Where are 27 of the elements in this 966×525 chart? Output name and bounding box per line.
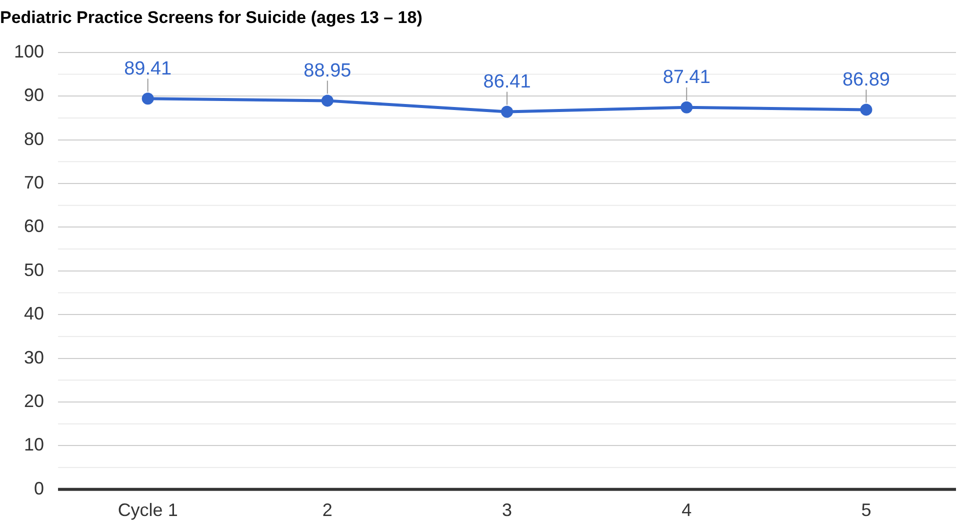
y-tick-label: 90 — [24, 85, 44, 106]
x-tick-label: 2 — [322, 500, 332, 520]
data-label: 86.89 — [842, 69, 890, 90]
point — [680, 101, 693, 114]
x-tick-label: Cycle 1 — [118, 500, 178, 520]
data-label: 86.41 — [483, 72, 531, 93]
y-tick-label: 60 — [24, 216, 44, 236]
x-tick-label: 3 — [502, 500, 512, 520]
y-tick-label: 10 — [24, 434, 44, 455]
data-label: 87.41 — [662, 67, 710, 88]
y-tick-label: 70 — [24, 172, 44, 192]
y-tick-label: 0 — [34, 478, 44, 498]
y-tick-label: 30 — [24, 347, 44, 368]
point — [142, 92, 154, 105]
y-tick-label: 20 — [24, 390, 44, 411]
x-tick-label: 4 — [682, 500, 692, 520]
y-tick-label: 80 — [24, 128, 44, 149]
data-label: 89.41 — [124, 58, 172, 80]
y-tick-label: 40 — [24, 304, 44, 324]
point — [501, 106, 514, 118]
data-label: 88.95 — [304, 60, 352, 82]
y-tick-label: 100 — [14, 41, 44, 62]
chart-title: Pediatric Practice Screens for Suicide (ages 13 – 18) — [0, 8, 422, 27]
point — [860, 104, 872, 116]
y-tick-label: 50 — [24, 260, 44, 280]
x-tick-label: 5 — [861, 500, 872, 520]
point — [321, 94, 334, 107]
